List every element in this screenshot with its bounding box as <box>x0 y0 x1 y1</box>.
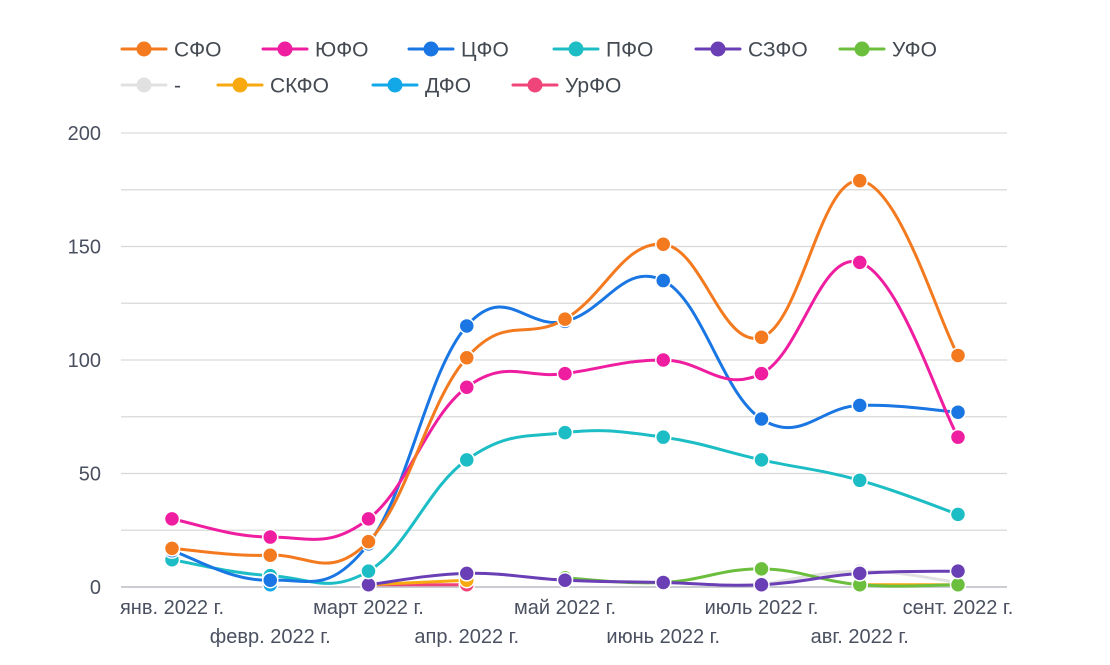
y-tick-label: 0 <box>90 577 101 599</box>
data-point[interactable] <box>655 351 672 369</box>
legend-marker <box>568 41 584 57</box>
y-tick-label: 50 <box>79 464 101 486</box>
legend-marker <box>277 41 293 57</box>
x-tick-label: янв. 2022 г. <box>120 597 224 619</box>
data-point[interactable] <box>949 403 967 421</box>
data-point[interactable] <box>949 562 967 580</box>
series-yufo <box>163 254 967 546</box>
legend-item-sfo[interactable]: СФО <box>120 39 221 62</box>
x-axis: янв. 2022 г. февр. 2022 г. март 2022 г. апр… <box>120 597 1013 648</box>
series-line <box>170 429 960 585</box>
data-point[interactable] <box>949 428 967 446</box>
x-tick-label: июль 2022 г. <box>705 597 819 619</box>
series-szfo <box>360 562 967 593</box>
legend-marker <box>136 41 152 57</box>
data-point[interactable] <box>753 410 770 428</box>
data-point[interactable] <box>163 510 181 528</box>
data-point[interactable] <box>655 235 672 253</box>
legend-marker <box>387 77 403 93</box>
x-tick-label: май 2022 г. <box>514 597 616 619</box>
legend-item-ufo[interactable]: УФО <box>838 39 937 62</box>
series-sfo <box>163 172 967 565</box>
series-pfo <box>163 424 967 585</box>
x-tick-label: авг. 2022 г. <box>811 626 909 648</box>
data-point[interactable] <box>556 365 574 382</box>
x-tick-label: июнь 2022 г. <box>606 626 720 648</box>
data-point[interactable] <box>458 378 475 396</box>
data-point[interactable] <box>753 451 770 469</box>
y-tick-label: 150 <box>68 237 101 259</box>
data-point[interactable] <box>851 172 868 189</box>
legend-item-yufo[interactable]: ЮФО <box>261 39 369 62</box>
data-point[interactable] <box>556 571 574 589</box>
legend-marker <box>423 41 439 57</box>
data-point[interactable] <box>556 310 574 328</box>
legend-item-skfo[interactable]: СКФО <box>216 75 329 98</box>
data-point[interactable] <box>262 546 279 564</box>
legend-label: СЗФО <box>748 39 808 62</box>
data-point[interactable] <box>262 528 279 546</box>
legend-label: - <box>174 75 181 98</box>
y-tick-label: 200 <box>68 123 101 145</box>
data-point[interactable] <box>360 562 377 580</box>
legend-label: СФО <box>174 39 221 62</box>
data-point[interactable] <box>458 451 475 469</box>
data-point[interactable] <box>458 565 475 582</box>
data-point[interactable] <box>655 272 672 289</box>
x-tick-label: март 2022 г. <box>313 597 424 619</box>
data-point[interactable] <box>851 565 868 582</box>
y-tick-label: 100 <box>68 350 101 372</box>
data-point[interactable] <box>753 365 770 382</box>
data-point[interactable] <box>753 560 770 578</box>
data-point[interactable] <box>360 510 377 528</box>
grid <box>121 132 1007 588</box>
legend-item-pfo[interactable]: ПФО <box>552 39 653 62</box>
data-point[interactable] <box>949 576 967 593</box>
data-point[interactable] <box>655 574 672 591</box>
legend-item-urfo[interactable]: УрФО <box>511 75 621 98</box>
legend-label: ДФО <box>425 75 471 98</box>
data-point[interactable] <box>458 349 475 366</box>
data-point[interactable] <box>949 347 967 364</box>
data-point[interactable] <box>949 506 967 523</box>
legend-marker <box>854 41 870 57</box>
legend-label: ЦФО <box>461 39 509 62</box>
y-axis: 0 50 100 150 200 <box>68 123 101 599</box>
data-point[interactable] <box>851 397 868 414</box>
data-point[interactable] <box>556 424 574 441</box>
x-tick-label: апр. 2022 г. <box>414 626 519 648</box>
x-tick-label: сент. 2022 г. <box>903 597 1014 619</box>
data-point[interactable] <box>851 254 868 271</box>
data-point[interactable] <box>163 540 181 557</box>
data-point[interactable] <box>851 472 868 489</box>
data-point[interactable] <box>753 329 770 346</box>
legend-label: ЮФО <box>315 39 369 62</box>
data-point[interactable] <box>360 533 377 550</box>
legend-label: УрФО <box>565 75 621 98</box>
legend-label: УФО <box>892 39 937 62</box>
legend: СФО ЮФО ЦФО ПФО СЗФО УФО - СКФО ДФО УрФО <box>120 39 937 98</box>
legend-marker <box>527 77 543 93</box>
data-point[interactable] <box>753 576 770 593</box>
x-tick-label: февр. 2022 г. <box>210 626 331 648</box>
data-point[interactable] <box>262 571 279 589</box>
series-line <box>170 179 960 565</box>
legend-label: ПФО <box>606 39 653 62</box>
legend-item-szfo[interactable]: СЗФО <box>694 39 808 62</box>
data-point[interactable] <box>360 576 377 593</box>
legend-marker <box>136 77 152 93</box>
data-point[interactable] <box>458 317 475 335</box>
series-area <box>163 172 967 593</box>
legend-marker <box>232 77 248 93</box>
series-line <box>170 259 960 541</box>
legend-item-unknown[interactable]: - <box>120 75 181 98</box>
legend-item-tsfo[interactable]: ЦФО <box>407 39 509 62</box>
legend-item-dfo[interactable]: ДФО <box>371 75 471 98</box>
legend-marker <box>710 41 726 57</box>
legend-label: СКФО <box>270 75 329 98</box>
data-point[interactable] <box>655 428 672 446</box>
